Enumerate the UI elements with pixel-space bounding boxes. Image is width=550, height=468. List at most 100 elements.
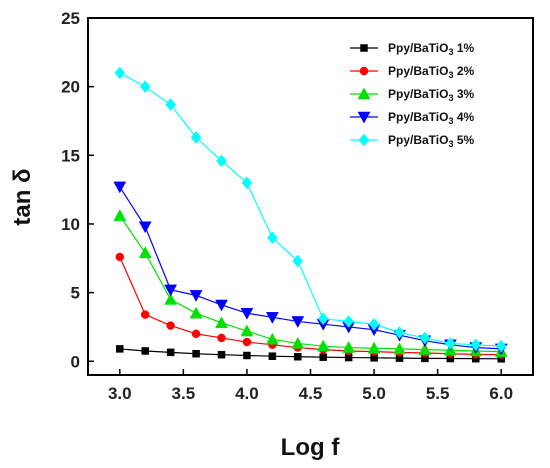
data-point xyxy=(138,246,152,259)
legend-label: Ppy/BaTiO3 1% xyxy=(388,41,474,57)
data-point xyxy=(294,352,302,361)
data-point xyxy=(243,351,251,360)
series-line xyxy=(119,256,502,356)
data-point xyxy=(495,339,507,353)
data-point xyxy=(138,221,152,234)
data-point xyxy=(189,290,203,302)
data-point xyxy=(317,312,329,326)
data-point xyxy=(113,181,127,194)
data-point xyxy=(265,332,279,345)
x-axis-title: Log f xyxy=(281,434,341,461)
legend-label-subscript: 3 xyxy=(448,93,453,103)
data-point xyxy=(267,231,278,245)
data-point xyxy=(164,284,178,297)
y-tick-label: 5 xyxy=(71,284,80,303)
legend-item: Ppy/BaTiO3 5% xyxy=(350,133,474,149)
legend: Ppy/BaTiO3 1%Ppy/BaTiO3 2%Ppy/BaTiO3 3%P… xyxy=(350,41,474,149)
data-point xyxy=(113,209,127,221)
data-point xyxy=(114,66,126,80)
legend-label-main: Ppy/BaTiO xyxy=(388,41,448,55)
data-point xyxy=(217,333,226,343)
legend-item: Ppy/BaTiO3 1% xyxy=(350,41,474,57)
x-tick-label: 5.0 xyxy=(362,384,386,403)
data-point xyxy=(419,331,431,345)
legend-label: Ppy/BaTiO3 5% xyxy=(388,133,474,149)
legend-marker xyxy=(358,133,370,147)
data-point xyxy=(191,329,201,339)
legend-label: Ppy/BaTiO3 2% xyxy=(388,64,474,80)
data-point xyxy=(319,353,327,361)
legend-label: Ppy/BaTiO3 4% xyxy=(388,110,474,126)
data-point xyxy=(140,310,150,319)
series-5 xyxy=(114,66,507,353)
series-line xyxy=(119,72,502,347)
legend-label-percent: 3% xyxy=(453,87,474,101)
y-tick-label: 15 xyxy=(61,146,80,165)
data-point xyxy=(316,339,330,352)
legend-label-percent: 1% xyxy=(453,41,474,55)
series-line xyxy=(119,186,502,350)
legend-marker xyxy=(360,44,368,52)
x-tick-label: 5.5 xyxy=(426,384,450,403)
legend-item: Ppy/BaTiO3 2% xyxy=(350,64,474,80)
data-point xyxy=(240,307,254,320)
legend-marker xyxy=(357,111,371,124)
legend-label-subscript: 3 xyxy=(448,139,453,149)
data-point xyxy=(343,315,354,328)
legend-label-subscript: 3 xyxy=(448,47,453,57)
y-tick-label: 0 xyxy=(71,352,80,371)
data-point xyxy=(367,341,381,354)
legend-label-subscript: 3 xyxy=(448,116,453,126)
data-point xyxy=(445,337,456,350)
x-tick-label: 4.0 xyxy=(235,384,259,403)
data-point xyxy=(291,336,305,349)
data-point xyxy=(291,316,305,328)
axis-ticks: 3.0 3.5 4.0 4.5 5.0 5.5 6.0 0 5 10 15 20 25 xyxy=(61,9,513,403)
data-point xyxy=(470,338,482,352)
data-point xyxy=(115,252,125,262)
x-tick-label: 3.0 xyxy=(108,384,132,403)
legend-label-subscript: 3 xyxy=(448,70,453,80)
data-point xyxy=(165,98,176,111)
data-point xyxy=(190,131,202,144)
series-line xyxy=(119,348,502,360)
series-3 xyxy=(113,209,508,357)
y-tick-label: 25 xyxy=(61,9,80,28)
data-point xyxy=(268,352,277,360)
legend-marker xyxy=(357,87,371,100)
legend-marker xyxy=(359,66,369,76)
data-point xyxy=(242,337,252,347)
data-point xyxy=(265,312,279,324)
y-tick-label: 10 xyxy=(61,215,80,234)
data-point xyxy=(141,347,149,355)
data-point xyxy=(216,154,227,168)
series-line xyxy=(119,215,502,353)
legend-label-percent: 5% xyxy=(453,133,474,147)
data-point xyxy=(241,176,253,190)
y-tick-label: 20 xyxy=(61,78,80,97)
x-tick-label: 6.0 xyxy=(489,384,513,403)
data-point xyxy=(418,343,432,355)
data-point xyxy=(342,341,356,353)
data-point xyxy=(292,254,304,268)
data-point xyxy=(166,321,175,330)
x-tick-label: 3.5 xyxy=(172,384,196,403)
y-axis-title: tan δ xyxy=(9,168,36,225)
data-point xyxy=(368,317,380,331)
data-point xyxy=(189,306,203,319)
legend-label-percent: 4% xyxy=(453,110,474,124)
data-point xyxy=(394,326,405,339)
data-point xyxy=(116,345,124,353)
data-point xyxy=(166,348,175,357)
legend-label-percent: 2% xyxy=(453,64,474,78)
legend-label-main: Ppy/BaTiO xyxy=(388,133,448,147)
x-tick-label: 4.5 xyxy=(299,384,323,403)
data-point xyxy=(215,316,228,329)
data-point xyxy=(164,292,178,305)
data-point xyxy=(240,324,254,337)
data-point xyxy=(393,342,406,355)
legend-label-main: Ppy/BaTiO xyxy=(388,87,448,101)
data-point xyxy=(192,349,200,358)
legend-item: Ppy/BaTiO3 4% xyxy=(350,110,474,126)
